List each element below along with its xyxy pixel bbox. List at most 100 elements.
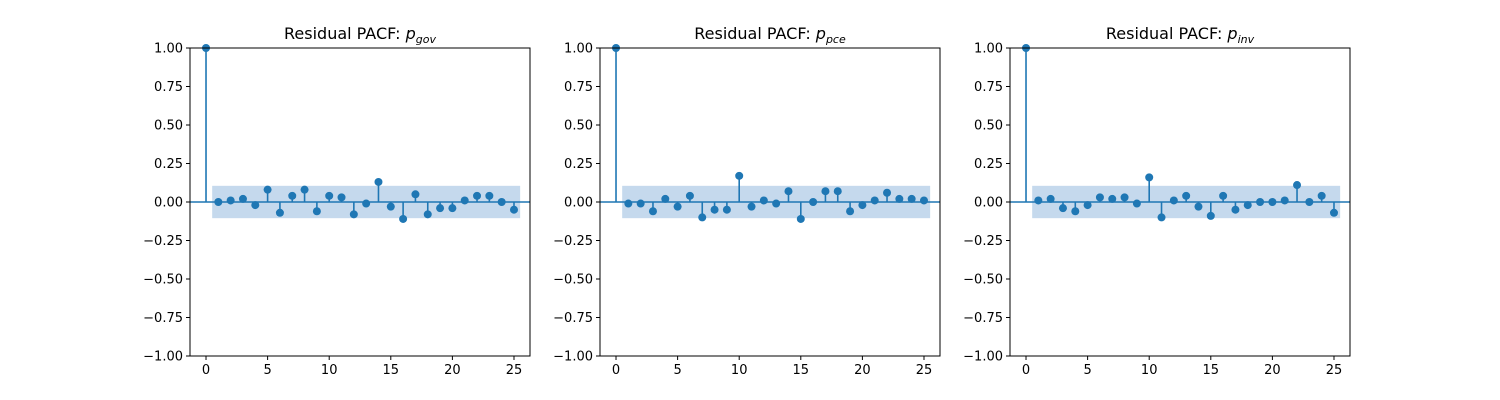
pce-point-lag-17: [821, 187, 830, 196]
inv-point-lag-20: [1268, 198, 1277, 206]
pce-ytick-label: −0.75: [553, 311, 593, 326]
gov-point-lag-25: [509, 205, 518, 214]
gov-xtick-label: 10: [321, 363, 338, 378]
inv-ytick-label: 1.00: [974, 42, 1003, 57]
pce-point-lag-1: [624, 199, 633, 208]
pce-point-lag-16: [809, 198, 818, 206]
inv-ytick-label: 0.25: [974, 157, 1003, 172]
pacf-panel-inv: −1.00 −0.75 −0.50 −0.25 0.00 0.25 0.50 0.75 1.00…: [0, 0, 1351, 400]
inv-point-lag-2: [1046, 194, 1055, 203]
inv-point-lag-17: [1231, 205, 1240, 214]
pce-xtick-label: 15: [793, 363, 810, 378]
pacf-chart-pce: −1.00 −0.75 −0.50 −0.25 0.00 0.25 0.50 0.75 1.00…: [553, 24, 941, 378]
gov-point-lag-15: [386, 202, 395, 211]
gov-point-lag-2: [226, 196, 235, 205]
inv-point-lag-3: [1058, 204, 1067, 213]
inv-point-lag-25: [1329, 208, 1338, 217]
pce-ytick-label: 0.25: [564, 157, 593, 172]
pce-point-lag-5: [673, 202, 682, 211]
gov-point-lag-9: [312, 207, 321, 216]
gov-point-lag-20: [448, 204, 457, 213]
pce-point-lag-10: [735, 171, 744, 180]
inv-point-lag-10: [1145, 173, 1154, 182]
gov-point-lag-4: [251, 201, 260, 210]
inv-point-lag-22: [1293, 181, 1302, 190]
pce-point-lag-15: [796, 214, 805, 223]
pce-point-lag-14: [784, 187, 793, 196]
gov-point-lag-5: [263, 185, 272, 194]
pce-ytick-label: 0.75: [564, 80, 593, 95]
inv-point-lag-18: [1243, 201, 1252, 210]
gov-ytick-label: −0.50: [143, 273, 183, 288]
gov-point-lag-21: [460, 196, 469, 205]
inv-point-lag-11: [1157, 213, 1166, 222]
inv-point-lag-14: [1194, 202, 1203, 211]
gov-point-lag-17: [411, 190, 420, 199]
pce-point-lag-22: [883, 188, 892, 197]
pce-ytick-label: −0.50: [553, 273, 593, 288]
pce-point-lag-11: [747, 202, 756, 211]
pce-xtick-label: 25: [916, 363, 933, 378]
pce-point-lag-25: [919, 196, 928, 205]
inv-point-lag-7: [1108, 194, 1117, 203]
pce-chart-title: Residual PACF: ppce: [694, 24, 846, 46]
gov-point-lag-23: [485, 191, 494, 200]
gov-point-lag-7: [288, 191, 297, 200]
inv-point-lag-19: [1256, 198, 1265, 206]
pce-ytick-label: −1.00: [553, 350, 593, 365]
pce-title-prefix: Residual PACF:: [694, 24, 816, 43]
gov-ytick-label: 1.00: [154, 42, 183, 57]
inv-xtick-label: 10: [1141, 363, 1158, 378]
inv-point-lag-16: [1219, 191, 1228, 200]
gov-point-lag-16: [399, 214, 408, 223]
inv-xtick-label: 5: [1083, 363, 1091, 378]
gov-xtick-label: 0: [202, 363, 210, 378]
inv-ytick-label: 0.75: [974, 80, 1003, 95]
gov-xtick-label: 25: [506, 363, 523, 378]
gov-point-lag-14: [374, 177, 383, 186]
pacf-chart-gov: −1.00 −0.75 −0.50 −0.25 0.00 0.25 0.50 0.75 1.00…: [143, 24, 531, 378]
gov-xtick-label: 15: [383, 363, 400, 378]
pce-point-lag-6: [685, 191, 694, 200]
pce-point-lag-2: [636, 199, 645, 208]
pce-ytick-label: 0.50: [564, 119, 593, 134]
inv-xtick-label: 25: [1326, 363, 1343, 378]
pce-point-lag-20: [858, 201, 867, 210]
inv-title-subscript: inv: [1238, 33, 1255, 46]
gov-ytick-label: −0.75: [143, 311, 183, 326]
inv-ytick-label: −1.00: [963, 350, 1003, 365]
gov-point-lag-11: [337, 193, 346, 202]
inv-point-lag-12: [1169, 196, 1178, 205]
inv-ytick-label: 0.00: [974, 196, 1003, 211]
gov-point-lag-6: [275, 208, 284, 217]
inv-point-lag-9: [1132, 199, 1141, 208]
pce-point-lag-13: [772, 199, 781, 208]
gov-ytick-label: −1.00: [143, 350, 183, 365]
gov-title-symbol: p: [405, 24, 416, 43]
inv-point-lag-4: [1071, 207, 1080, 216]
pce-xtick-label: 20: [854, 363, 871, 378]
pce-point-lag-7: [698, 213, 707, 222]
inv-point-lag-24: [1317, 191, 1326, 200]
inv-point-lag-15: [1206, 211, 1215, 220]
gov-ytick-label: 0.00: [154, 196, 183, 211]
gov-point-lag-24: [497, 198, 506, 206]
gov-point-lag-10: [325, 191, 334, 200]
gov-point-lag-13: [362, 199, 371, 208]
pce-title-subscript: pce: [825, 33, 846, 46]
gov-ytick-label: 0.25: [154, 157, 183, 172]
inv-point-lag-23: [1305, 198, 1314, 206]
pacf-panel-pce: −1.00 −0.75 −0.50 −0.25 0.00 0.25 0.50 0.75 1.00…: [0, 0, 941, 400]
inv-point-lag-6: [1095, 193, 1104, 202]
pce-point-lag-18: [833, 187, 842, 196]
gov-ytick-label: 0.75: [154, 80, 183, 95]
pce-xtick-label: 0: [612, 363, 620, 378]
pce-ytick-label: 0.00: [564, 196, 593, 211]
inv-ytick-label: −0.75: [963, 311, 1003, 326]
gov-point-lag-12: [349, 210, 358, 219]
inv-ytick-label: −0.25: [963, 234, 1003, 249]
gov-ytick-label: 0.50: [154, 119, 183, 134]
gov-point-lag-19: [436, 204, 445, 213]
pce-point-lag-4: [661, 194, 670, 203]
